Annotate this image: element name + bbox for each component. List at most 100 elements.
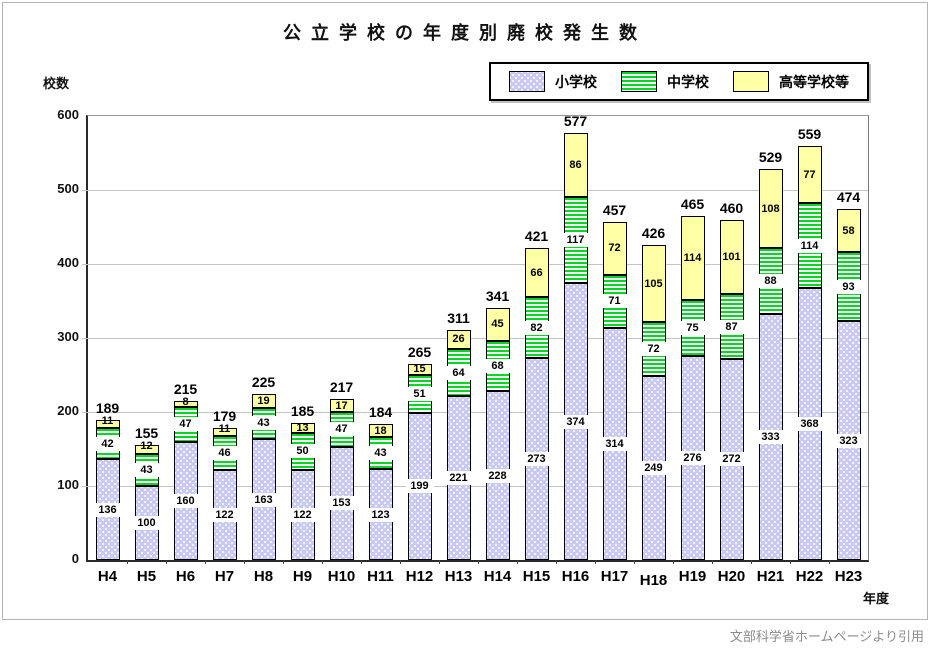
gridline-100 [82, 485, 868, 487]
bar-segment-high-school [836, 209, 861, 253]
segment-value-label: 122 [210, 507, 239, 522]
bar-total-label: 155 [134, 425, 159, 442]
segment-value-label: 249 [639, 460, 668, 475]
legend-label-junior-high: 中学校 [667, 73, 709, 90]
y-tick-label-500: 500 [57, 181, 79, 196]
segment-value-label: 77 [803, 168, 816, 181]
elementary-swatch-icon [509, 71, 545, 92]
bar-total-label: 465 [680, 195, 705, 212]
bar-segment-high-school [95, 420, 120, 429]
segment-value-label: 26 [452, 333, 465, 346]
plot-area: 136 42 11 189 H4 100 43 12 155 H5 160 47 8 215 H6 122 46… [82, 113, 869, 589]
segment-value-label: 19 [257, 394, 270, 407]
bar-segment-high-school [329, 399, 354, 412]
x-axis-tick [672, 560, 674, 564]
segment-value-label: 47 [327, 422, 356, 437]
x-axis-tick [165, 560, 167, 564]
bar-segment-high-school [368, 423, 393, 438]
segment-value-label: 11 [101, 415, 114, 428]
bar-segment-high-school [563, 133, 588, 197]
x-axis-tick [126, 560, 128, 564]
bar-total-label: 474 [836, 189, 861, 206]
x-tick-label-H20: H20 [717, 568, 746, 585]
chart-panel: 公立学校の年度別廃校発生数 校数 小学校 中学校 高等学校等 136 42 11 189 H… [2, 2, 928, 620]
segment-value-label: 43 [249, 416, 278, 431]
segment-value-label: 323 [834, 433, 863, 448]
chart-title: 公立学校の年度別廃校発生数 [283, 23, 647, 43]
segment-value-label: 68 [483, 359, 512, 374]
bar-total-label: 559 [797, 126, 822, 143]
segment-value-label: 88 [756, 274, 785, 289]
segment-value-label: 72 [639, 342, 668, 357]
high-school-swatch-icon [733, 71, 769, 92]
segment-value-label: 17 [335, 399, 348, 412]
x-axis-tick [282, 560, 284, 564]
legend-label-elementary: 小学校 [555, 73, 597, 90]
segment-value-label: 11 [218, 422, 231, 435]
gridline-300 [82, 337, 868, 339]
segment-value-label: 87 [717, 319, 746, 334]
segment-value-label: 114 [683, 252, 702, 265]
x-tick-label-H5: H5 [136, 568, 157, 585]
segment-value-label: 105 [644, 277, 663, 290]
bar-segment-high-school [212, 427, 237, 436]
segment-value-label: 221 [444, 471, 473, 486]
x-axis-tick [555, 560, 557, 564]
y-tick-label-600: 600 [57, 107, 79, 122]
x-axis-tick [360, 560, 362, 564]
bar-segment-high-school [719, 219, 744, 295]
segment-value-label: 75 [678, 321, 707, 336]
segment-value-label: 93 [834, 279, 863, 294]
segment-value-label: 18 [374, 424, 387, 437]
bar-total-label: 577 [563, 113, 588, 130]
segment-value-label: 100 [132, 516, 161, 530]
y-axis-title: 校数 [43, 76, 70, 91]
x-tick-label-H23: H23 [834, 568, 863, 585]
bar-segment-high-school [251, 393, 276, 408]
bar-segment-high-school [680, 215, 705, 301]
segment-value-label: 47 [171, 417, 200, 432]
bar-total-label: 529 [758, 148, 783, 165]
segment-value-label: 273 [522, 452, 551, 466]
x-tick-label-H6: H6 [175, 568, 196, 585]
x-tick-label-H9: H9 [292, 568, 313, 585]
x-tick-label-H17: H17 [600, 568, 629, 585]
gridline-200 [82, 411, 868, 413]
x-tick-label-H11: H11 [367, 568, 394, 585]
segment-value-label: 122 [288, 507, 317, 522]
segment-value-label: 117 [561, 232, 590, 247]
segment-value-label: 228 [483, 468, 512, 483]
segment-value-label: 374 [561, 414, 590, 429]
x-axis-tick [828, 560, 830, 564]
bar-segment-high-school [641, 244, 666, 323]
segment-value-label: 12 [140, 440, 153, 453]
bar-total-label: 311 [447, 309, 470, 326]
segment-value-label: 114 [795, 238, 824, 253]
bar-total-label: 457 [602, 201, 627, 218]
junior-high-swatch-icon [621, 71, 657, 92]
bar-segment-high-school [134, 445, 159, 455]
x-tick-label-H18: H18 [639, 572, 668, 589]
segment-value-label: 15 [413, 363, 426, 376]
x-axis-tick [399, 560, 401, 564]
citation-text: 文部科学省ホームページより引用 [729, 629, 924, 644]
segment-value-label: 58 [842, 224, 855, 237]
x-tick-label-H4: H4 [97, 568, 118, 585]
y-tick-label-100: 100 [57, 477, 79, 492]
bar-segment-high-school [290, 423, 315, 433]
bar-total-label: 421 [524, 228, 549, 245]
segment-value-label: 276 [678, 450, 707, 465]
x-axis-tick [204, 560, 206, 564]
bar-segment-high-school [524, 248, 549, 298]
segment-value-label: 272 [717, 452, 746, 467]
segment-value-label: 72 [608, 242, 621, 255]
segment-value-label: 123 [366, 507, 395, 522]
x-axis-tick [516, 560, 518, 564]
legend-item-elementary: 小学校 [509, 71, 597, 92]
x-axis-tick [789, 560, 791, 564]
y-tick-label-0: 0 [71, 551, 79, 566]
segment-value-label: 153 [327, 496, 356, 511]
segment-value-label: 43 [132, 463, 161, 478]
bar-segment-high-school [173, 400, 198, 407]
